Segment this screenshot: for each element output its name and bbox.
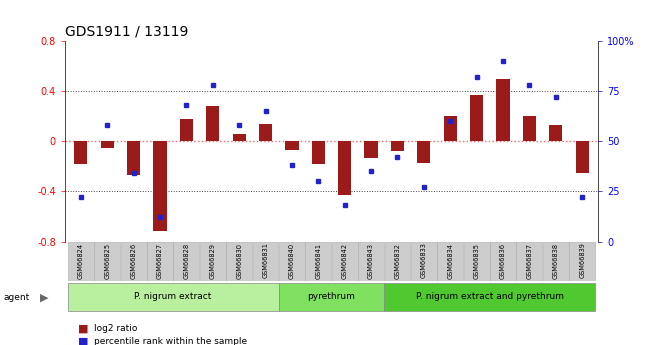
Text: GSM66837: GSM66837 xyxy=(526,243,532,278)
FancyBboxPatch shape xyxy=(94,242,120,281)
Text: percentile rank within the sample: percentile rank within the sample xyxy=(94,337,248,345)
Text: ■: ■ xyxy=(78,337,88,345)
Text: GSM66834: GSM66834 xyxy=(447,243,453,278)
Bar xyxy=(365,141,378,158)
Bar xyxy=(391,141,404,151)
Bar xyxy=(549,125,562,141)
FancyBboxPatch shape xyxy=(517,242,542,281)
Bar xyxy=(206,106,219,141)
FancyBboxPatch shape xyxy=(279,283,384,310)
Text: GSM66830: GSM66830 xyxy=(236,243,242,278)
Bar xyxy=(444,117,457,141)
Text: GSM66843: GSM66843 xyxy=(368,243,374,278)
Text: GSM66832: GSM66832 xyxy=(395,243,400,278)
Bar xyxy=(180,119,193,141)
Bar xyxy=(497,79,510,141)
Bar xyxy=(312,141,325,164)
Bar xyxy=(101,141,114,148)
FancyBboxPatch shape xyxy=(411,242,437,281)
Text: GSM66828: GSM66828 xyxy=(183,243,189,279)
FancyBboxPatch shape xyxy=(147,242,173,281)
Text: GSM66829: GSM66829 xyxy=(210,243,216,278)
FancyBboxPatch shape xyxy=(200,242,226,281)
Text: GSM66826: GSM66826 xyxy=(131,243,136,279)
Bar xyxy=(153,141,166,231)
Text: GSM66841: GSM66841 xyxy=(315,243,321,278)
Bar xyxy=(575,141,589,173)
Text: GSM66842: GSM66842 xyxy=(342,243,348,279)
Text: GSM66827: GSM66827 xyxy=(157,243,163,279)
FancyBboxPatch shape xyxy=(437,242,463,281)
FancyBboxPatch shape xyxy=(279,242,305,281)
Bar xyxy=(285,141,298,150)
FancyBboxPatch shape xyxy=(253,242,278,281)
Text: ▶: ▶ xyxy=(40,293,49,302)
FancyBboxPatch shape xyxy=(463,242,489,281)
FancyBboxPatch shape xyxy=(358,242,384,281)
FancyBboxPatch shape xyxy=(569,242,595,281)
FancyBboxPatch shape xyxy=(306,242,332,281)
Text: ■: ■ xyxy=(78,324,88,333)
Bar xyxy=(74,141,88,164)
Text: P. nigrum extract and pyrethrum: P. nigrum extract and pyrethrum xyxy=(416,292,564,301)
Text: GSM66839: GSM66839 xyxy=(579,243,585,278)
FancyBboxPatch shape xyxy=(385,242,410,281)
Text: P. nigrum extract: P. nigrum extract xyxy=(135,292,212,301)
Text: GSM66838: GSM66838 xyxy=(552,243,559,278)
Text: GSM66835: GSM66835 xyxy=(474,243,480,278)
FancyBboxPatch shape xyxy=(490,242,516,281)
FancyBboxPatch shape xyxy=(543,242,569,281)
Text: GSM66825: GSM66825 xyxy=(104,243,110,279)
Text: GSM66833: GSM66833 xyxy=(421,243,427,278)
Text: GSM66836: GSM66836 xyxy=(500,243,506,278)
Bar xyxy=(417,141,430,163)
FancyBboxPatch shape xyxy=(68,283,279,310)
FancyBboxPatch shape xyxy=(384,283,595,310)
Bar xyxy=(233,134,246,141)
Text: pyrethrum: pyrethrum xyxy=(307,292,356,301)
Bar xyxy=(523,117,536,141)
Text: log2 ratio: log2 ratio xyxy=(94,324,138,333)
Text: agent: agent xyxy=(3,293,29,302)
FancyBboxPatch shape xyxy=(68,242,94,281)
Bar xyxy=(259,124,272,141)
Text: GSM66840: GSM66840 xyxy=(289,243,295,279)
FancyBboxPatch shape xyxy=(226,242,252,281)
FancyBboxPatch shape xyxy=(121,242,146,281)
Bar xyxy=(338,141,351,195)
FancyBboxPatch shape xyxy=(174,242,200,281)
FancyBboxPatch shape xyxy=(332,242,358,281)
Text: GDS1911 / 13119: GDS1911 / 13119 xyxy=(65,24,188,38)
Text: GSM66824: GSM66824 xyxy=(78,243,84,279)
Bar xyxy=(470,95,483,141)
Bar xyxy=(127,141,140,175)
Text: GSM66831: GSM66831 xyxy=(263,243,268,278)
